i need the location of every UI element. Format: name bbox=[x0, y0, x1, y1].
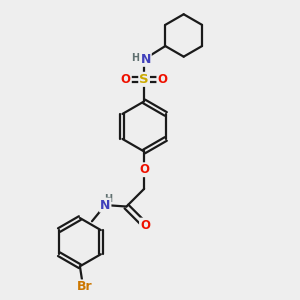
Text: O: O bbox=[139, 163, 149, 176]
Text: N: N bbox=[100, 199, 110, 212]
Text: O: O bbox=[140, 219, 150, 232]
Text: N: N bbox=[140, 53, 151, 66]
Text: O: O bbox=[158, 73, 167, 86]
Text: S: S bbox=[139, 73, 149, 86]
Text: H: H bbox=[131, 52, 139, 62]
Text: Br: Br bbox=[76, 280, 92, 293]
Text: O: O bbox=[121, 73, 131, 86]
Text: H: H bbox=[104, 194, 112, 204]
